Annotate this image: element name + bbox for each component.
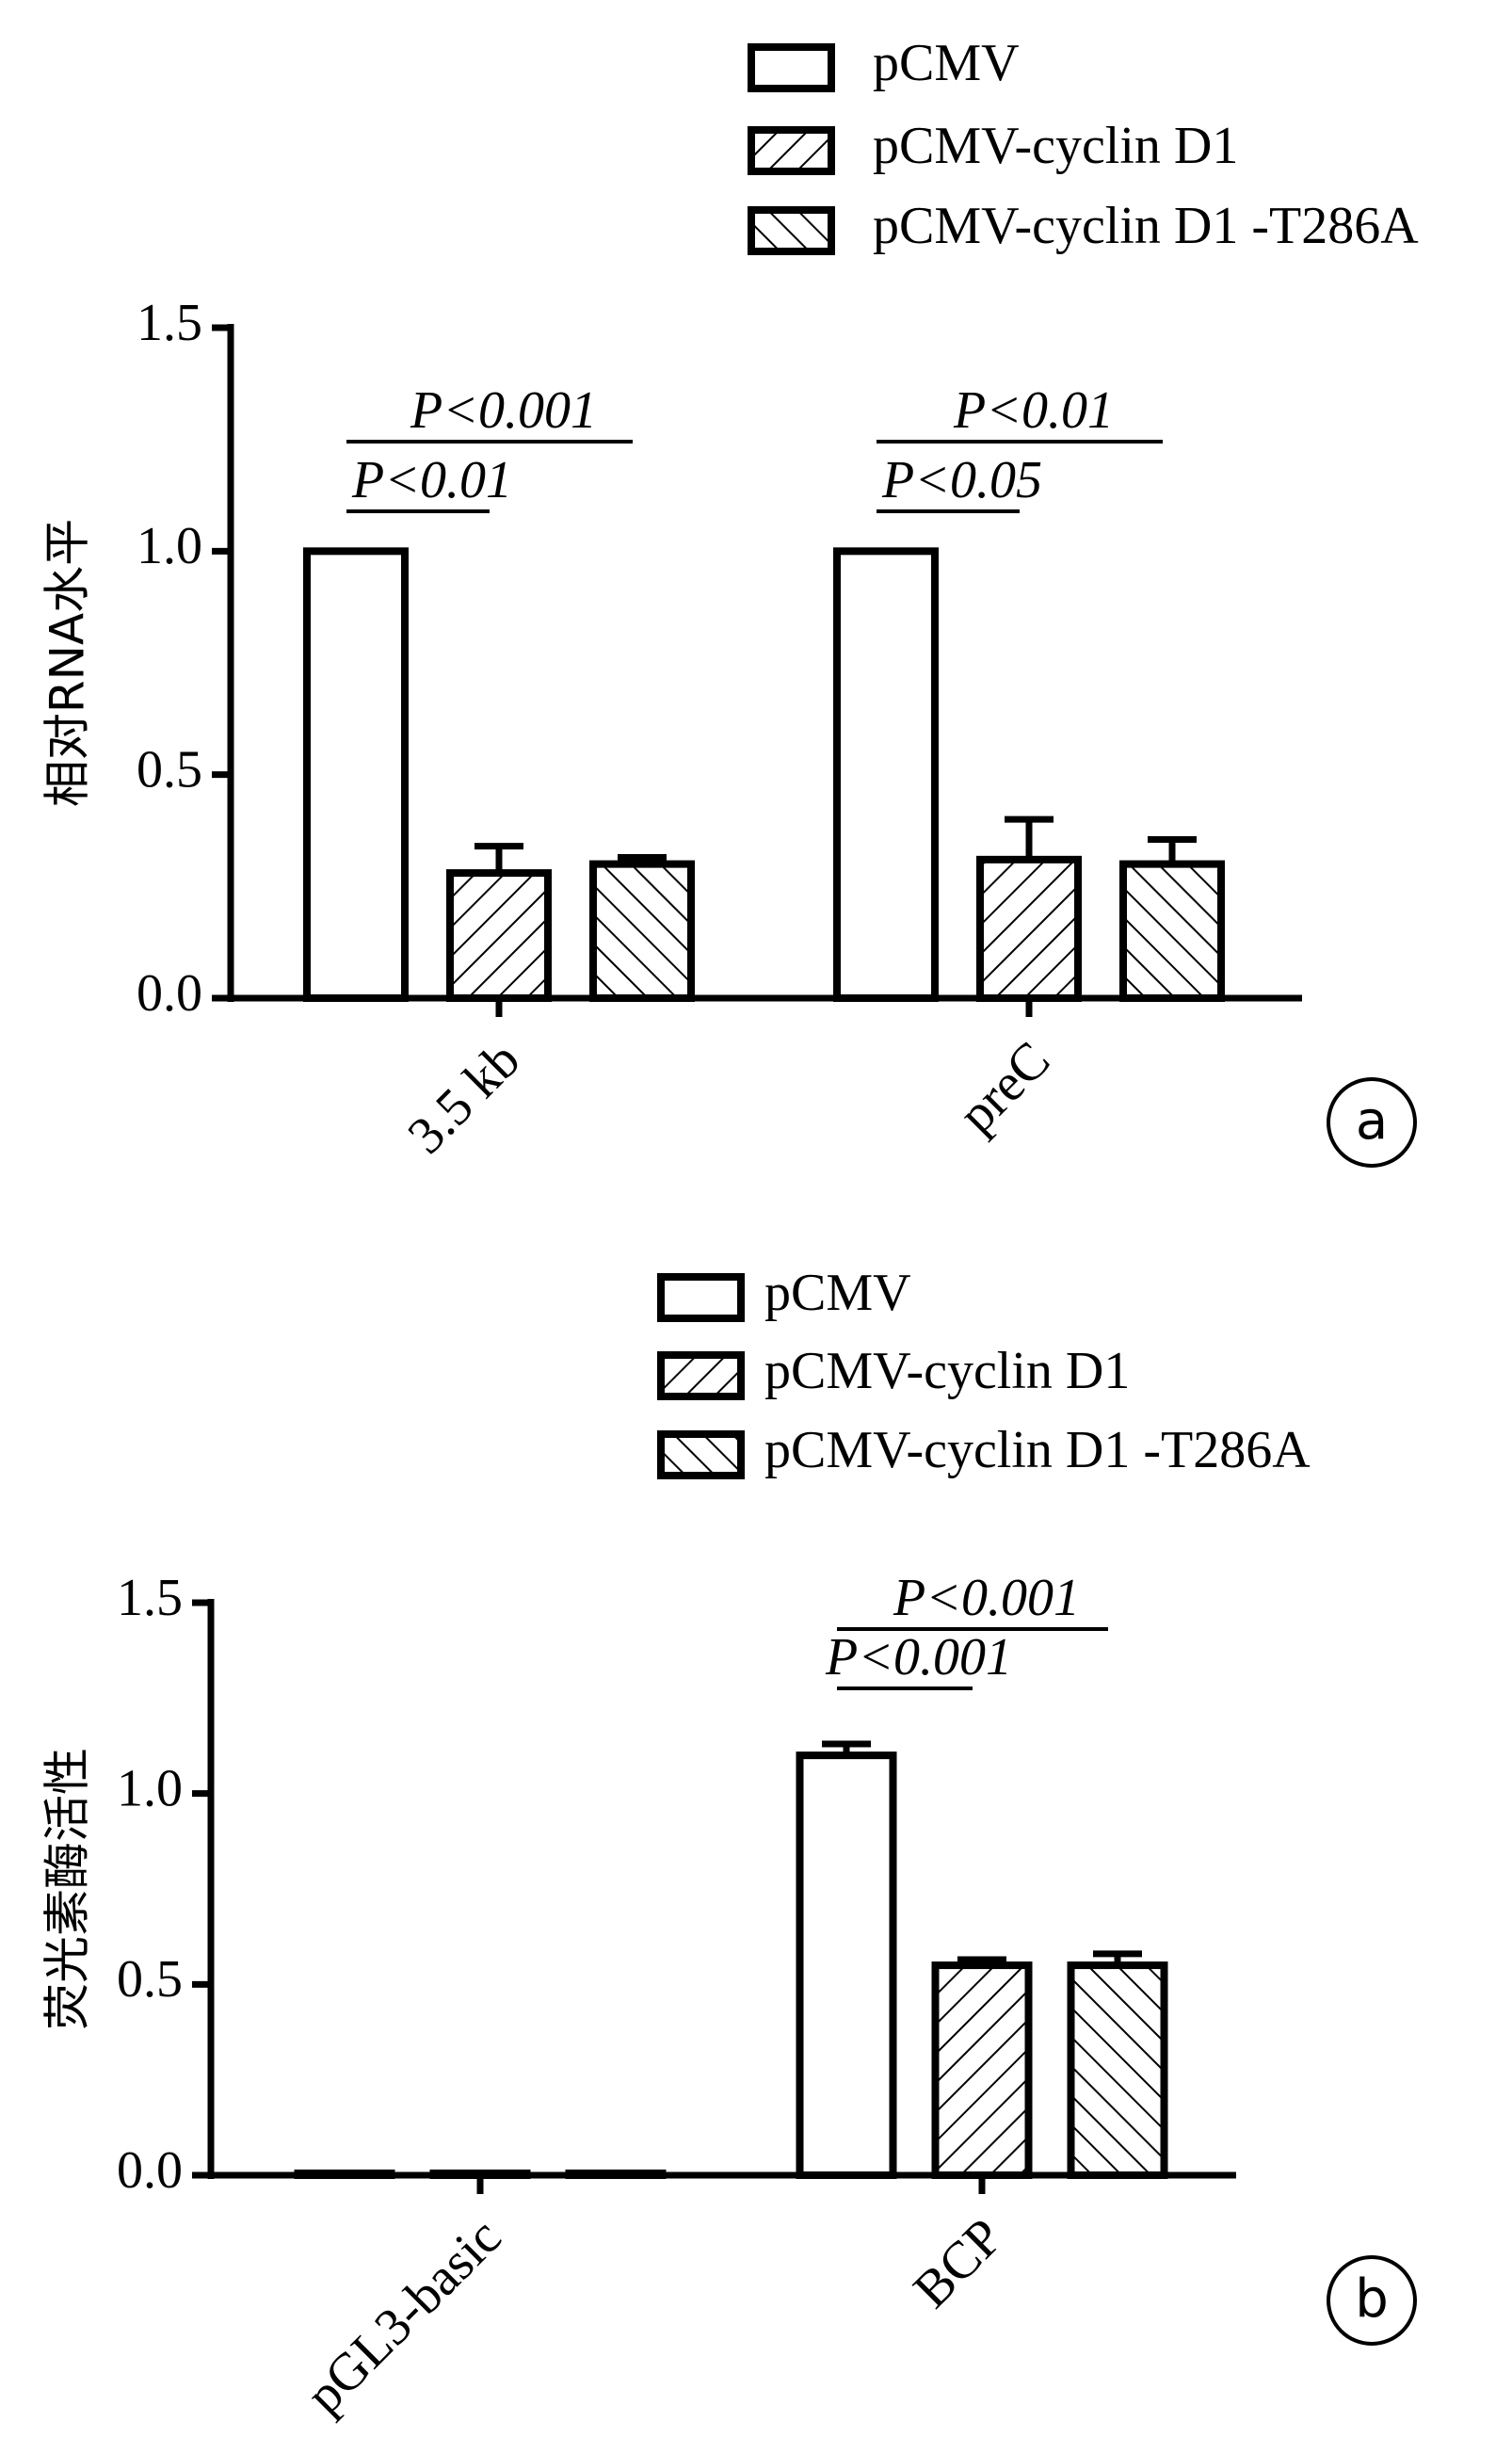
legend-swatch [748,43,835,92]
y-axis-label: 相对RNA水平 [40,519,95,807]
significance-label: P<0.001 [825,1628,1012,1687]
y-tick-label: 0.5 [137,741,202,799]
bar [446,869,552,1002]
legend-label: pCMV-cyclin D1 -T286A [873,197,1419,255]
legend-label: pCMV [764,1264,911,1322]
bar [589,860,695,1002]
bar [976,855,1082,1002]
x-tick-label: 3.5 kb [396,1030,531,1165]
significance-label: P<0.01 [351,451,512,509]
panel-label-circle [1327,1077,1417,1168]
x-tick-label: BCP [903,2207,1015,2319]
y-tick-label: 1.0 [117,1760,183,1818]
legend-label: pCMV-cyclin D1 -T286A [764,1421,1311,1479]
y-tick-label: 0.0 [137,964,202,1023]
panel-label-circle [1327,2255,1417,2346]
bar [931,1961,1033,2179]
legend-swatch [748,206,835,255]
bar [796,1751,897,2179]
legend-swatch [748,126,835,175]
x-tick-label: pGL3-basic [296,2207,513,2425]
y-tick-label: 1.5 [117,1569,183,1627]
panel-label: b [1355,2268,1389,2330]
significance-label: P<0.05 [881,451,1042,509]
significance-label: P<0.001 [893,1569,1080,1627]
bar [1119,860,1225,1002]
y-tick-label: 0.0 [117,2141,183,2200]
y-tick-label: 1.5 [137,294,202,352]
bar [303,547,409,1002]
bar [833,547,939,1002]
legend-swatch [657,1430,745,1479]
legend-label: pCMV [873,34,1020,92]
bar [1067,1961,1168,2179]
legend-swatch [657,1351,745,1400]
y-tick-label: 1.0 [137,517,202,575]
legend-label: pCMV-cyclin D1 [764,1342,1130,1400]
y-tick-label: 0.5 [117,1950,183,2009]
legend-label: pCMV-cyclin D1 [873,117,1238,175]
panel-label: a [1356,1090,1388,1152]
significance-label: P<0.01 [953,381,1114,440]
y-axis-label: 荧光素酶活性 [40,1748,95,2030]
legend-swatch [657,1273,745,1322]
x-tick-label: preC [947,1030,1061,1144]
significance-label: P<0.001 [410,381,597,440]
